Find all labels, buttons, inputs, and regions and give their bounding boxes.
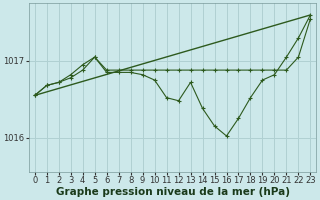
X-axis label: Graphe pression niveau de la mer (hPa): Graphe pression niveau de la mer (hPa) (56, 187, 290, 197)
